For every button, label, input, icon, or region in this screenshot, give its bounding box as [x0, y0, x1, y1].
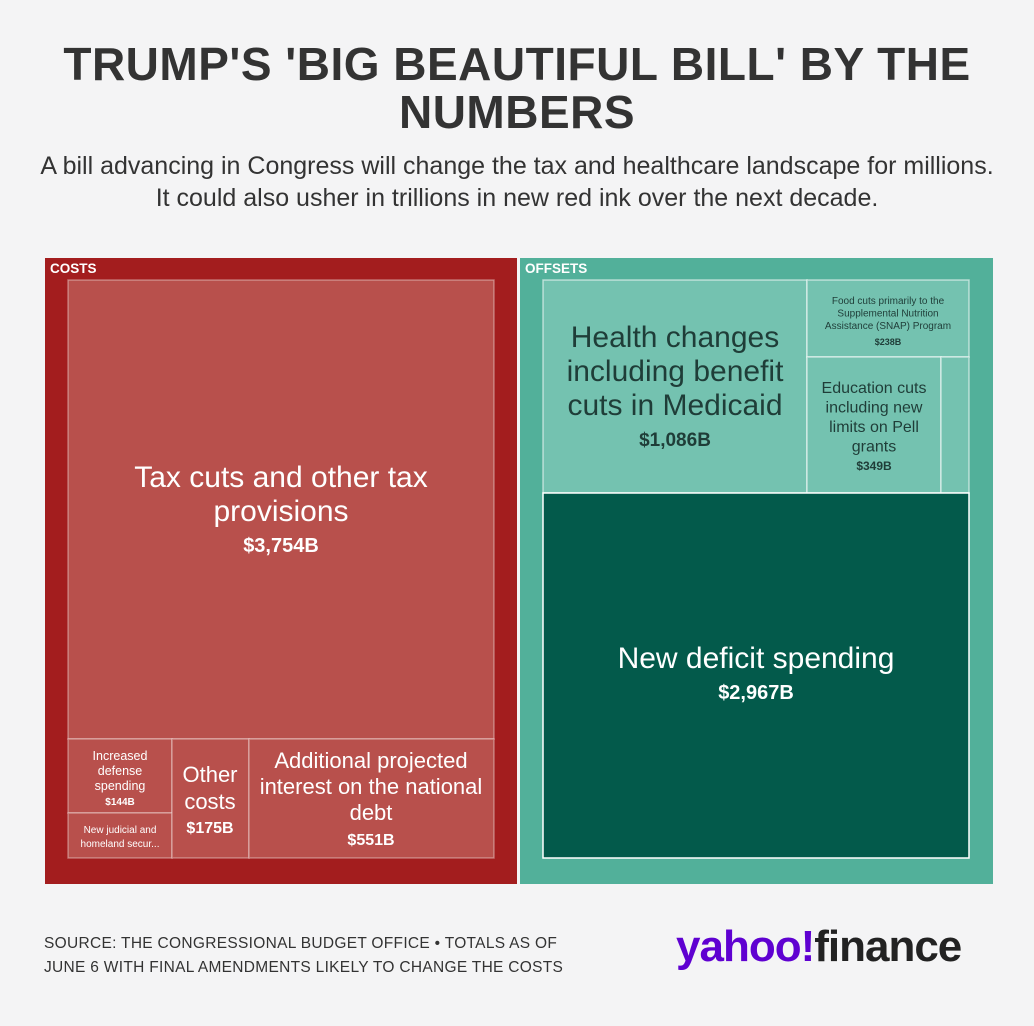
interest-value: $551B	[347, 832, 394, 849]
yahoo-finance-logo: yahoo!finance	[676, 922, 962, 972]
defense-label: Increased defense spending	[93, 749, 148, 793]
costs-group-label: COSTS	[50, 261, 97, 276]
source-line-1: SOURCE: THE CONGRESSIONAL BUDGET OFFICE …	[44, 935, 558, 952]
tax-cuts-label: Tax cuts and other tax provisions	[134, 461, 428, 528]
deficit-label: New deficit spending	[618, 642, 895, 675]
cell-deficit	[542, 492, 970, 859]
logo-yahoo: yahoo!	[676, 922, 815, 971]
other-costs-value: $175B	[186, 820, 233, 837]
chart-subtitle: A bill advancing in Congress will change…	[40, 152, 994, 212]
other-costs-label: Other costs	[182, 762, 237, 814]
offsets-group-label: OFFSETS	[525, 261, 587, 276]
health-value: $1,086B	[639, 430, 711, 451]
judicial-label: New judicial and homeland secur...	[81, 825, 160, 850]
cell-defense	[67, 738, 173, 814]
logo-finance: finance	[814, 922, 962, 971]
food-value: $238B	[875, 337, 902, 347]
health-label: Health changes including benefit cuts in M…	[567, 321, 784, 422]
cell-interest	[248, 738, 495, 859]
education-label: Education cuts including new limits on Pel…	[822, 380, 927, 456]
deficit-value: $2,967B	[718, 682, 794, 704]
chart-title: TRUMP'S 'BIG BEAUTIFUL BILL' BY THE NUMB…	[63, 38, 971, 138]
source-line-2: JUNE 6 WITH FINAL AMENDMENTS LIKELY TO C…	[44, 959, 564, 976]
food-label: Food cuts primarily to the Supplemental N…	[825, 296, 951, 332]
source-note: SOURCE: THE CONGRESSIONAL BUDGET OFFICE …	[44, 932, 644, 980]
cell-education	[806, 356, 942, 494]
cell-other-costs	[171, 738, 250, 859]
cell-tax-cuts	[67, 279, 495, 740]
education-value: $349B	[856, 459, 892, 473]
defense-value: $144B	[105, 797, 134, 808]
tax-cuts-value: $3,754B	[243, 535, 319, 557]
cell-health	[542, 279, 808, 494]
cell-small-offset	[940, 356, 970, 494]
interest-label: Additional projected interest on the nati…	[260, 748, 483, 825]
cell-food	[806, 279, 970, 358]
